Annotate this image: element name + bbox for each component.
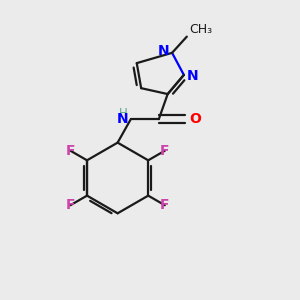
Text: N: N — [158, 44, 169, 58]
Text: F: F — [66, 198, 75, 212]
Text: H: H — [119, 107, 128, 120]
Text: F: F — [160, 144, 169, 158]
Text: N: N — [116, 112, 128, 126]
Text: CH₃: CH₃ — [189, 23, 212, 36]
Text: N: N — [187, 69, 198, 83]
Text: F: F — [66, 144, 75, 158]
Text: O: O — [189, 112, 201, 126]
Text: F: F — [160, 198, 169, 212]
